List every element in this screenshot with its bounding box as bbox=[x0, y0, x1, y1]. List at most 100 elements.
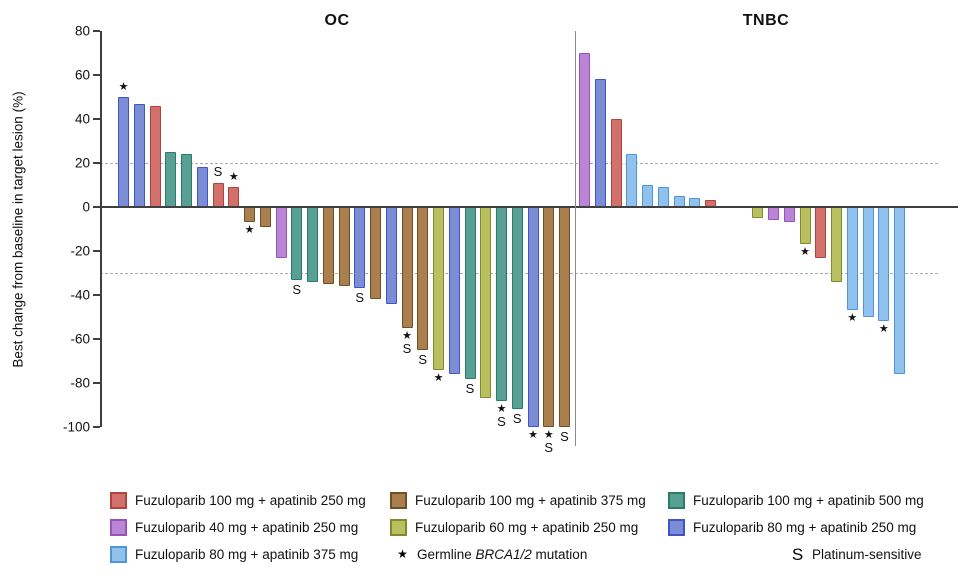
bar-marker: S bbox=[285, 283, 309, 297]
bar-marker: ★ bbox=[521, 430, 545, 441]
y-tick bbox=[93, 118, 100, 120]
bar-oc-8 bbox=[228, 187, 240, 207]
bar-marker: ★ bbox=[840, 313, 864, 324]
bar-tnbc-12 bbox=[752, 207, 764, 218]
brca-mutation-marker: ★ bbox=[543, 429, 554, 441]
legend-swatch bbox=[110, 518, 127, 536]
y-tick-label: -20 bbox=[70, 243, 90, 259]
bar-tnbc-16 bbox=[815, 207, 827, 258]
bar-marker: S bbox=[553, 430, 577, 444]
legend-label: Fuzuloparib 100 mg + apatinib 375 mg bbox=[415, 492, 646, 508]
platinum-sensitive-marker: S bbox=[292, 281, 302, 297]
legend-swatch bbox=[390, 491, 407, 509]
legend-label: Fuzuloparib 100 mg + apatinib 500 mg bbox=[693, 492, 924, 508]
bar-oc-25 bbox=[496, 207, 507, 401]
bar-oc-9 bbox=[244, 207, 255, 223]
brca-mutation-marker: ★ bbox=[847, 312, 858, 325]
brca-mutation-marker: ★ bbox=[528, 429, 538, 441]
legend-label: Fuzuloparib 100 mg + apatinib 250 mg bbox=[135, 492, 366, 508]
bar-marker: ★ bbox=[238, 225, 262, 236]
legend-item: Fuzuloparib 100 mg + apatinib 250 mg bbox=[110, 490, 366, 510]
bar-tnbc-3 bbox=[610, 119, 622, 207]
legend-item: ★ Germline BRCA1/2 mutation bbox=[395, 544, 587, 564]
bar-tnbc-13 bbox=[768, 207, 779, 221]
platinum-marker-symbol: S bbox=[791, 544, 804, 564]
y-tick-label: 20 bbox=[74, 155, 90, 171]
bar-oc-1 bbox=[118, 97, 129, 207]
bar-oc-27 bbox=[527, 207, 539, 427]
brca-mutation-marker: ★ bbox=[433, 371, 444, 384]
y-tick-label: 40 bbox=[74, 111, 90, 127]
brca-mutation-marker: ★ bbox=[118, 81, 129, 93]
y-tick bbox=[93, 426, 100, 428]
platinum-sensitive-marker: S bbox=[512, 411, 522, 427]
y-tick bbox=[93, 250, 100, 252]
platinum-sensitive-marker: S bbox=[355, 290, 365, 306]
legend-label: Fuzuloparib 60 mg + apatinib 250 mg bbox=[415, 519, 639, 535]
legend-swatch bbox=[110, 491, 127, 509]
platinum-sensitive-marker: S bbox=[213, 163, 223, 179]
bar-tnbc-5 bbox=[642, 185, 653, 207]
bar-oc-4 bbox=[165, 152, 177, 207]
bar-oc-17 bbox=[370, 207, 381, 300]
y-tick bbox=[93, 162, 100, 164]
y-tick-label: 80 bbox=[74, 23, 90, 39]
bar-tnbc-17 bbox=[831, 207, 842, 282]
panel-title-oc: OC bbox=[324, 12, 350, 29]
legend-label-part: BRCA1/2 bbox=[475, 546, 532, 562]
bar-oc-10 bbox=[259, 207, 271, 227]
bar-oc-11 bbox=[275, 207, 287, 258]
legend-item: Fuzuloparib 60 mg + apatinib 250 mg bbox=[390, 517, 638, 537]
legend-label: Fuzuloparib 80 mg + apatinib 250 mg bbox=[693, 519, 917, 535]
legend-item: S Platinum-sensitive bbox=[790, 544, 922, 564]
platinum-sensitive-marker: S bbox=[560, 429, 569, 444]
brca-marker-symbol: ★ bbox=[397, 547, 408, 561]
legend-item: Fuzuloparib 100 mg + apatinib 500 mg bbox=[668, 490, 924, 510]
brca-mutation-marker: ★ bbox=[228, 171, 239, 184]
legend-label-part: Germline bbox=[417, 546, 476, 562]
bar-oc-21 bbox=[433, 207, 444, 370]
bar-oc-22 bbox=[448, 207, 460, 375]
brca-mutation-marker: ★ bbox=[878, 323, 889, 336]
panel-title-tnbc: TNBC bbox=[742, 12, 790, 29]
y-tick bbox=[93, 338, 100, 340]
bar-oc-23 bbox=[464, 207, 476, 379]
y-tick-label: -40 bbox=[70, 287, 90, 303]
y-axis-line bbox=[100, 31, 102, 427]
bar-tnbc-15 bbox=[799, 207, 811, 245]
legend-item: Fuzuloparib 40 mg + apatinib 250 mg bbox=[110, 517, 358, 537]
bar-marker: ★ bbox=[222, 172, 246, 183]
y-tick-label: -80 bbox=[70, 375, 90, 391]
bar-marker: ★ S bbox=[395, 331, 419, 356]
bar-oc-20 bbox=[417, 207, 429, 350]
bar-oc-29 bbox=[559, 207, 570, 427]
y-tick-label: 60 bbox=[74, 67, 90, 83]
brca-mutation-marker: ★ bbox=[800, 246, 810, 259]
bar-oc-12 bbox=[291, 207, 303, 280]
brca-mutation-marker: ★ bbox=[244, 224, 255, 237]
bar-tnbc-2 bbox=[594, 79, 606, 207]
y-tick bbox=[93, 294, 100, 296]
bar-tnbc-19 bbox=[862, 207, 874, 317]
legend-swatch bbox=[110, 545, 127, 563]
bar-oc-19 bbox=[401, 207, 413, 328]
bar-oc-14 bbox=[322, 207, 334, 284]
platinum-sensitive-marker: S bbox=[497, 413, 506, 429]
legend-label: Platinum-sensitive bbox=[812, 546, 922, 562]
legend-item: Fuzuloparib 80 mg + apatinib 250 mg bbox=[668, 517, 916, 537]
legend-swatch bbox=[668, 518, 685, 536]
bar-oc-7 bbox=[212, 182, 224, 207]
bar-marker: S bbox=[411, 353, 435, 367]
platinum-sensitive-marker: S bbox=[544, 440, 554, 455]
bar-oc-5 bbox=[181, 154, 192, 207]
bar-marker: ★ S bbox=[490, 402, 514, 429]
legend-swatch bbox=[390, 518, 407, 536]
bar-marker: ★ bbox=[872, 324, 896, 335]
bar-tnbc-14 bbox=[783, 207, 795, 223]
y-tick bbox=[93, 30, 100, 32]
brca-mutation-marker: ★ bbox=[496, 402, 507, 415]
legend-item: Fuzuloparib 100 mg + apatinib 375 mg bbox=[390, 490, 646, 510]
y-tick-label: -60 bbox=[70, 331, 90, 347]
bar-oc-3 bbox=[149, 105, 161, 207]
y-tick-label: -100 bbox=[62, 419, 90, 435]
